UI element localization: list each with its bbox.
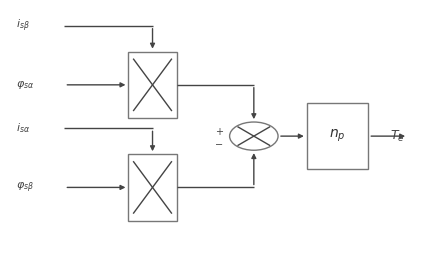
Bar — [128, 154, 177, 221]
Bar — [128, 52, 177, 118]
Text: $T_e$: $T_e$ — [390, 129, 405, 144]
Bar — [307, 103, 368, 170]
Circle shape — [230, 122, 278, 150]
Text: $\varphi_{s\alpha}$: $\varphi_{s\alpha}$ — [16, 79, 34, 91]
Text: +: + — [215, 127, 223, 137]
Text: $i_{s\alpha}$: $i_{s\alpha}$ — [16, 122, 30, 135]
Text: $\varphi_{s\beta}$: $\varphi_{s\beta}$ — [16, 180, 34, 195]
Text: $i_{s\beta}$: $i_{s\beta}$ — [16, 18, 30, 34]
Text: $n_p$: $n_p$ — [329, 128, 346, 144]
Text: $-$: $-$ — [214, 138, 223, 148]
